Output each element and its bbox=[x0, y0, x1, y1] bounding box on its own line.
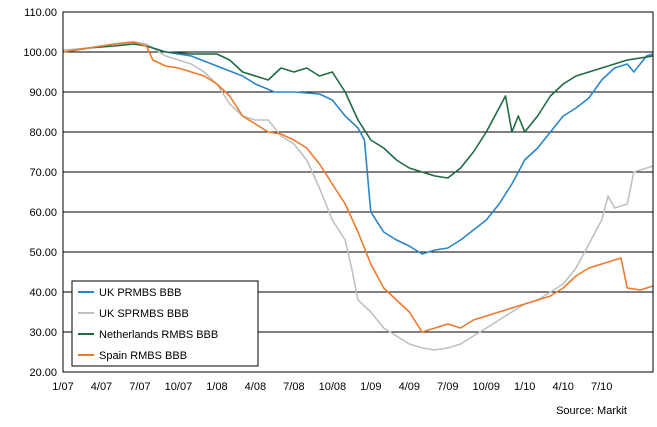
x-tick-label: 1/07 bbox=[52, 381, 73, 393]
x-tick-label: 1/09 bbox=[360, 381, 381, 393]
x-tick-label: 7/07 bbox=[129, 381, 150, 393]
y-tick-label: 60.00 bbox=[29, 207, 57, 219]
x-tick-label: 4/08 bbox=[245, 381, 266, 393]
y-tick-label: 80.00 bbox=[29, 127, 57, 139]
x-tick-label: 10/08 bbox=[319, 381, 347, 393]
y-tick-label: 20.00 bbox=[29, 367, 57, 379]
series-line-3 bbox=[62, 41, 654, 333]
legend-label-2: Netherlands RMBS BBB bbox=[99, 329, 218, 341]
x-tick-label: 4/10 bbox=[553, 381, 574, 393]
y-tick-label: 70.00 bbox=[29, 167, 57, 179]
x-axis-tick-labels: 1/07 4/07 7/07 10/07 1/08 4/08 7/08 10/08 1/09 4/… bbox=[52, 381, 612, 393]
y-axis-tick-labels: 20.00 30.00 40.00 50.00 60.00 70.00 80.00 90.00… bbox=[23, 7, 57, 379]
series-line-1 bbox=[62, 41, 654, 351]
y-tick-label: 40.00 bbox=[29, 287, 57, 299]
y-tick-label: 50.00 bbox=[29, 247, 57, 259]
series-lines bbox=[62, 41, 654, 351]
source-note: Source: Markit bbox=[556, 405, 627, 417]
legend-label-1: UK SPRMBS BBB bbox=[99, 308, 189, 320]
series-line-2 bbox=[62, 43, 654, 179]
x-tick-label: 4/07 bbox=[91, 381, 112, 393]
x-tick-label: 10/07 bbox=[165, 381, 193, 393]
y-tick-label: 90.00 bbox=[29, 87, 57, 99]
y-tick-label: 100.00 bbox=[23, 47, 57, 59]
y-tick-label: 30.00 bbox=[29, 327, 57, 339]
x-tick-label: 7/09 bbox=[437, 381, 458, 393]
x-tick-label: 7/08 bbox=[283, 381, 304, 393]
series-line-0 bbox=[62, 41, 654, 255]
legend: UK PRMBS BBB UK SPRMBS BBB Netherlands RMB… bbox=[71, 280, 259, 367]
x-tick-label: 10/09 bbox=[472, 381, 500, 393]
legend-label-3: Spain RMBS BBB bbox=[99, 350, 187, 362]
plot-area-frame bbox=[62, 11, 654, 373]
x-tick-label: 7/10 bbox=[591, 381, 612, 393]
x-tick-label: 4/09 bbox=[399, 381, 420, 393]
x-tick-label: 1/08 bbox=[206, 381, 227, 393]
legend-label-0: UK PRMBS BBB bbox=[99, 287, 182, 299]
x-tick-label: 1/10 bbox=[514, 381, 535, 393]
legend-box bbox=[71, 280, 259, 367]
y-tick-label: 110.00 bbox=[24, 7, 57, 19]
